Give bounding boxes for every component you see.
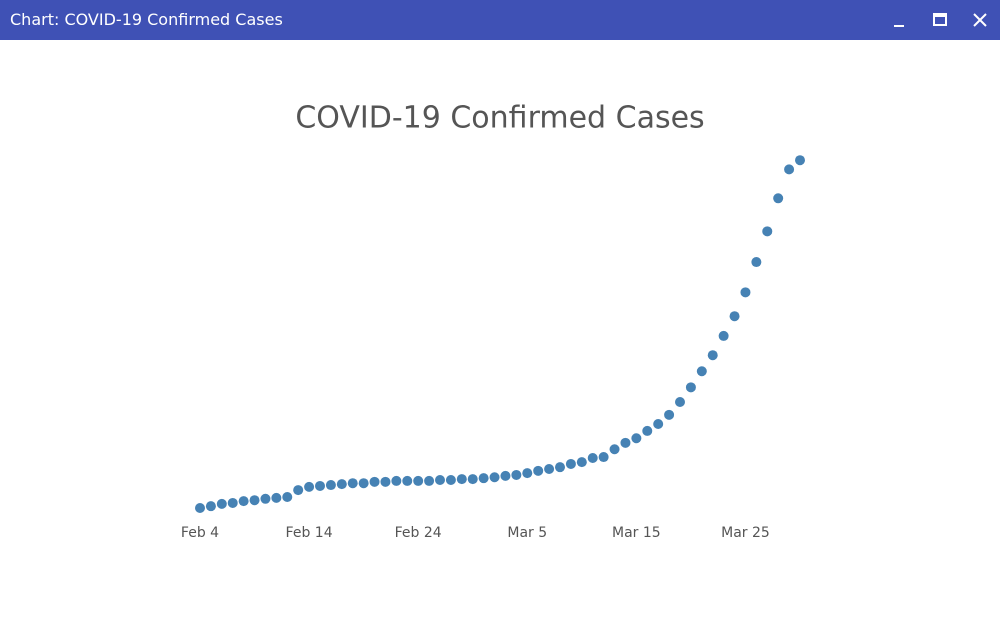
point bbox=[609, 444, 620, 455]
point bbox=[456, 474, 467, 485]
point bbox=[642, 425, 653, 436]
chart: COVID-19 Confirmed Cases Feb 4 Feb 14 Feb … bbox=[181, 101, 805, 541]
point bbox=[544, 463, 555, 474]
point bbox=[260, 493, 271, 504]
point bbox=[304, 481, 315, 492]
point bbox=[522, 468, 533, 479]
x-tick-label: Mar 25 bbox=[721, 525, 770, 541]
point bbox=[751, 257, 762, 268]
point bbox=[358, 478, 369, 489]
point bbox=[773, 193, 784, 204]
point bbox=[500, 470, 511, 481]
close-button[interactable] bbox=[973, 13, 987, 27]
point bbox=[478, 473, 489, 484]
point bbox=[795, 155, 805, 166]
point bbox=[587, 452, 598, 463]
point bbox=[598, 452, 609, 463]
point bbox=[413, 475, 424, 486]
point bbox=[729, 311, 740, 322]
point bbox=[565, 458, 576, 469]
point bbox=[620, 437, 631, 448]
point bbox=[664, 409, 675, 420]
point bbox=[238, 496, 249, 507]
point bbox=[369, 476, 380, 487]
point bbox=[205, 501, 216, 512]
point bbox=[445, 475, 456, 485]
point bbox=[555, 462, 565, 473]
x-tick-label: Feb 14 bbox=[286, 525, 333, 541]
point bbox=[675, 397, 685, 407]
point bbox=[718, 330, 729, 341]
point bbox=[195, 502, 205, 513]
point bbox=[685, 382, 696, 393]
x-tick-label: Feb 4 bbox=[181, 525, 219, 541]
point bbox=[762, 226, 773, 237]
point bbox=[511, 469, 522, 480]
point bbox=[435, 475, 445, 485]
point bbox=[282, 491, 293, 502]
maximize-icon bbox=[934, 14, 946, 17]
point bbox=[576, 457, 587, 468]
x-tick-label: Mar 5 bbox=[507, 525, 547, 541]
point bbox=[380, 476, 391, 487]
point bbox=[631, 433, 642, 444]
x-tick-label: Mar 15 bbox=[612, 525, 661, 541]
point bbox=[740, 287, 751, 298]
point bbox=[707, 350, 718, 361]
point bbox=[533, 465, 544, 476]
point bbox=[227, 497, 238, 508]
point bbox=[784, 164, 795, 175]
x-tick-label: Feb 24 bbox=[395, 525, 442, 541]
point bbox=[347, 478, 358, 489]
point bbox=[467, 474, 478, 485]
point bbox=[336, 479, 347, 490]
point bbox=[315, 480, 325, 491]
point bbox=[271, 492, 282, 503]
point bbox=[424, 475, 435, 486]
chart-title: COVID-19 Confirmed Cases bbox=[295, 101, 704, 136]
point bbox=[653, 419, 664, 430]
point bbox=[216, 498, 227, 509]
point bbox=[293, 485, 304, 496]
point bbox=[489, 472, 500, 483]
point bbox=[325, 480, 336, 491]
point bbox=[696, 366, 707, 377]
title-bar: Chart: COVID-19 Confirmed Cases bbox=[0, 0, 1000, 40]
point bbox=[391, 475, 402, 486]
window-controls bbox=[894, 13, 987, 27]
point bbox=[402, 475, 413, 486]
point bbox=[249, 495, 260, 506]
window-title: Chart: COVID-19 Confirmed Cases bbox=[10, 10, 283, 29]
